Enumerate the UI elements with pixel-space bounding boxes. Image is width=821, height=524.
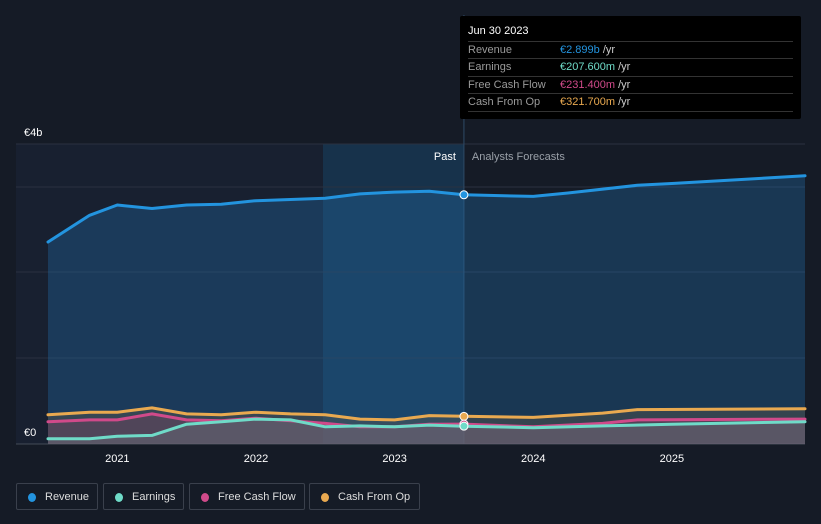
- x-tick-label: 2021: [105, 453, 129, 465]
- earnings-marker: [459, 421, 469, 431]
- past-highlight-region: [323, 144, 464, 444]
- revenue-area: [48, 175, 805, 445]
- tooltip-row-cfo: Cash From Op €321.700m /yr: [468, 93, 793, 112]
- tooltip-row-earnings: Earnings €207.600m /yr: [468, 58, 793, 76]
- x-tick-label: 2023: [382, 453, 406, 465]
- earnings-dot-icon: [115, 493, 123, 502]
- y-tick-label: €0: [24, 427, 36, 439]
- tooltip: Jun 30 2023 Revenue €2.899b /yr Earnings €…: [460, 16, 801, 119]
- cash-from-op-marker: [459, 411, 469, 421]
- legend-cash-from-op[interactable]: Cash From Op: [309, 483, 420, 510]
- x-tick-label: 2025: [660, 453, 684, 465]
- revenue-line: [46, 174, 807, 244]
- tooltip-row-revenue: Revenue €2.899b /yr: [468, 41, 793, 59]
- past-label: Past: [434, 151, 456, 163]
- revenue-marker: [459, 190, 469, 200]
- legend-free-cash-flow[interactable]: Free Cash Flow: [189, 483, 305, 510]
- forecast-label: Analysts Forecasts: [472, 151, 565, 163]
- tooltip-date: Jun 30 2023: [468, 25, 529, 37]
- revenue-dot-icon: [28, 493, 36, 502]
- fcf-dot-icon: [201, 493, 209, 502]
- legend-revenue[interactable]: Revenue: [16, 483, 98, 510]
- x-tick-label: 2022: [244, 453, 268, 465]
- chart: €4b €0 2021 2022 2023 2024 2025 Past Analysts Fo…: [16, 15, 807, 465]
- legend-earnings[interactable]: Earnings: [103, 483, 184, 510]
- cash-from-op-line: [46, 406, 807, 422]
- earnings-area: [48, 419, 805, 444]
- tooltip-row-fcf: Free Cash Flow €231.400m /yr: [468, 76, 793, 94]
- earnings-line: [46, 417, 807, 441]
- cfo-dot-icon: [321, 493, 329, 502]
- y-tick-label: €4b: [24, 127, 42, 139]
- x-tick-label: 2024: [521, 453, 545, 465]
